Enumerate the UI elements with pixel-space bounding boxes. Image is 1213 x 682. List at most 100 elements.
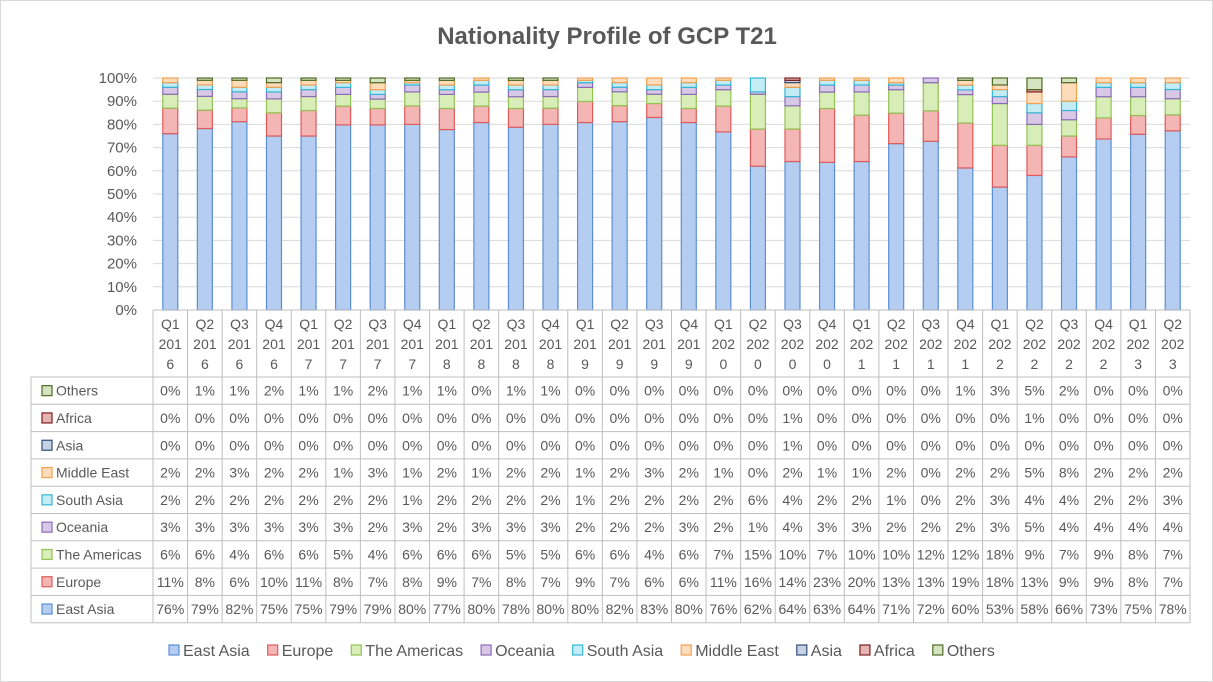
table-cell: 2% [264,383,284,399]
table-cell: 71% [882,601,910,617]
bars [162,77,1181,311]
table-cell: 0% [644,437,664,453]
table-cell: 0% [644,383,664,399]
table-cell: 5% [540,546,560,562]
x-category-label: 1 [927,356,935,372]
table-cell: 0% [921,383,941,399]
bar-segment [369,89,386,96]
table-cell: 0% [748,410,768,426]
table-cell: 14% [778,574,806,590]
table-cell: 0% [1128,410,1148,426]
x-category-label: 201 [470,336,494,352]
bar-segment [853,84,870,93]
bar-segment [300,95,317,112]
table-cell: 58% [1020,601,1048,617]
table-cell: 0% [748,437,768,453]
bar-segment [853,160,870,311]
table-row-label: Europe [56,574,101,590]
table-cell: 1% [575,492,595,508]
table-cell: 0% [1128,437,1148,453]
table-cell: 2% [1059,383,1079,399]
table-cell: 1% [506,383,526,399]
bar-segment [1060,82,1078,102]
legend-swatch [859,644,871,656]
x-category-label: 202 [1126,336,1150,352]
bar-segment [335,124,352,311]
table-cell: 7% [368,574,388,590]
table-cell: 1% [748,519,768,535]
table-cell: 5% [506,546,526,562]
x-category-label: 8 [443,356,451,372]
bar-segment [957,167,974,311]
table-cell: 2% [1163,465,1183,481]
legend-label: Oceania [495,643,555,660]
legend-swatch [572,644,584,656]
bar-segment [265,86,283,93]
table-cell: 0% [437,437,457,453]
table-cell: 0% [264,437,284,453]
table-cell: 0% [921,465,941,481]
bar-segment [1060,156,1078,311]
table-cell: 5% [1024,383,1044,399]
bar-segment [1130,133,1147,311]
table-cell: 0% [229,437,249,453]
table-cell: 0% [540,437,560,453]
table-cell: 8% [1128,574,1148,590]
table-cell: 2% [1128,492,1148,508]
x-category-label: 201 [435,336,459,352]
table-cell: 80% [467,601,495,617]
table-cell: 7% [817,546,837,562]
bar-segment [715,105,732,133]
bar-segment [991,88,1008,98]
table-cell: 78% [1159,601,1187,617]
bar-segment [646,102,663,119]
y-tick-label: 10% [107,279,137,296]
table-cell: 2% [851,492,871,508]
table-cell: 3% [506,519,526,535]
bar-segment [784,77,801,81]
table-cell: 2% [1093,465,1113,481]
bar-segment [1060,109,1078,121]
table-cell: 82% [225,601,253,617]
x-category-label: 202 [850,336,874,352]
x-category-label: 9 [650,356,658,372]
bar-segment [784,86,801,98]
bar-segment [991,186,1008,311]
x-category-label: 1 [892,356,900,372]
table-row-key [41,412,53,424]
table-cell: 7% [540,574,560,590]
bar-segment [1164,77,1181,84]
bar-segment [438,93,455,110]
table-cell: 72% [917,601,945,617]
table-cell: 75% [1124,601,1152,617]
table-cell: 2% [506,492,526,508]
x-category-label: 202 [712,336,736,352]
bar-segment [784,82,801,88]
table-cell: 1% [298,383,318,399]
bar-segment [715,84,732,91]
table-cell: 2% [437,465,457,481]
bar-segment [265,77,283,84]
bar-segment [473,91,490,107]
x-category-label: Q2 [610,316,629,332]
legend-label: Europe [282,643,334,660]
x-category-label: 8 [547,356,555,372]
bar-segment [576,100,594,124]
bar-segment [369,93,386,100]
x-category-label: 3 [1134,356,1142,372]
y-tick-label: 40% [107,209,137,226]
table-cell: 3% [851,519,871,535]
table-cell: 5% [1024,465,1044,481]
table-cell: 2% [298,465,318,481]
y-tick-label: 80% [107,116,137,133]
bar-segment [196,127,213,311]
table-cell: 0% [713,437,733,453]
table-cell: 10% [882,546,910,562]
table-cell: 0% [160,383,180,399]
x-category-label: 201 [401,336,425,352]
table-cell: 0% [610,383,630,399]
bar-segment [922,82,939,112]
bar-segment [507,107,525,128]
x-category-label: 3 [1169,356,1177,372]
table-cell: 6% [679,574,699,590]
